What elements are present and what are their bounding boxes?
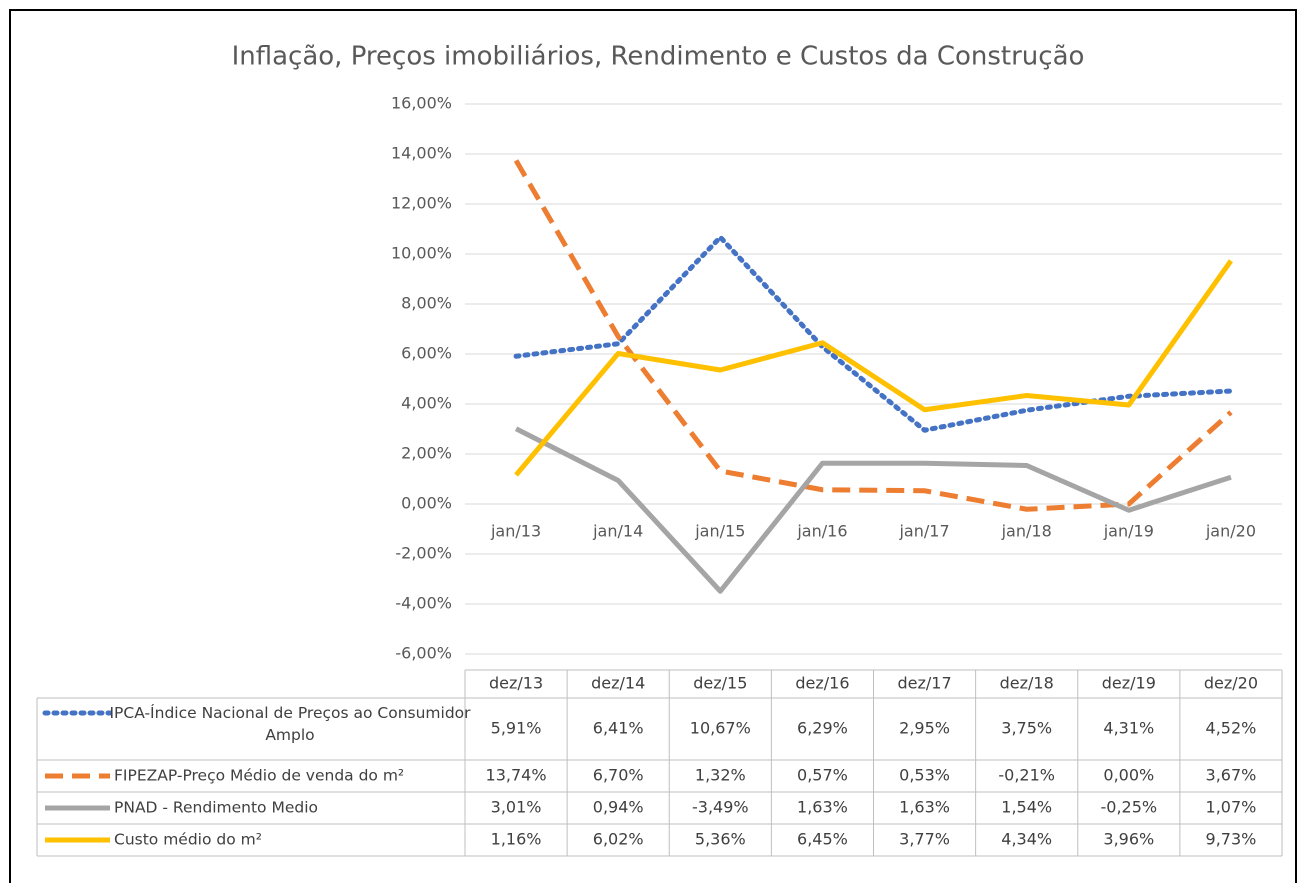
series-line xyxy=(513,159,1233,512)
table-header: dez/20 xyxy=(1204,674,1258,693)
table-value: 4,31% xyxy=(1103,719,1154,738)
table-value: 0,00% xyxy=(1103,766,1154,785)
table-value: 3,96% xyxy=(1103,830,1154,849)
legend-label: Custo médio do m² xyxy=(114,831,262,849)
x-tick-label: jan/16 xyxy=(796,522,847,541)
legend-label-box: IPCA-Índice Nacional de Preços ao Consum… xyxy=(109,704,471,744)
y-tick-label: 10,00% xyxy=(391,244,452,263)
table-value: 3,75% xyxy=(1001,719,1052,738)
table-value: 1,32% xyxy=(695,766,746,785)
table-value: 1,16% xyxy=(491,830,542,849)
table-value: 6,41% xyxy=(593,719,644,738)
y-tick-label: -4,00% xyxy=(395,594,452,613)
x-tick-label: jan/13 xyxy=(490,522,541,541)
table-header: dez/13 xyxy=(489,674,543,693)
table-value: 0,57% xyxy=(797,766,848,785)
table-value: -0,21% xyxy=(998,766,1055,785)
table-value: 6,70% xyxy=(593,766,644,785)
x-tick-label: jan/17 xyxy=(898,522,949,541)
table-value: 6,45% xyxy=(797,830,848,849)
y-tick-label: 16,00% xyxy=(391,94,452,113)
table-value: 0,94% xyxy=(593,798,644,817)
table-value: 2,95% xyxy=(899,719,950,738)
series-line xyxy=(514,426,1232,594)
table-value: 3,77% xyxy=(899,830,950,849)
x-tick-label: jan/14 xyxy=(592,522,643,541)
y-tick-label: 8,00% xyxy=(401,294,452,313)
table-value: 6,02% xyxy=(593,830,644,849)
table-header: dez/15 xyxy=(693,674,747,693)
table-header: dez/18 xyxy=(1000,674,1054,693)
table-header: dez/14 xyxy=(591,674,645,693)
chart-title: Inflação, Preços imobiliários, Rendiment… xyxy=(232,42,1085,72)
table-value: -3,49% xyxy=(692,798,749,817)
table-value: 3,01% xyxy=(491,798,542,817)
y-tick-label: 14,00% xyxy=(391,144,452,163)
y-tick-label: 4,00% xyxy=(401,394,452,413)
y-tick-label: 12,00% xyxy=(391,194,452,213)
table-value: 0,53% xyxy=(899,766,950,785)
series-line xyxy=(514,259,1233,477)
table-value: 6,29% xyxy=(797,719,848,738)
table-value: 9,73% xyxy=(1206,830,1257,849)
table-value: 1,54% xyxy=(1001,798,1052,817)
x-tick-label: jan/19 xyxy=(1103,522,1154,541)
table-value: 5,91% xyxy=(491,719,542,738)
x-tick-label: jan/15 xyxy=(694,522,745,541)
legend-label: IPCA-Índice Nacional de Preços ao Consum… xyxy=(109,704,471,744)
y-tick-label: -2,00% xyxy=(395,544,452,563)
table-value: 4,34% xyxy=(1001,830,1052,849)
table-value: 10,67% xyxy=(690,719,751,738)
table-value: 4,52% xyxy=(1206,719,1257,738)
table-header: dez/19 xyxy=(1102,674,1156,693)
y-tick-label: -6,00% xyxy=(395,644,452,663)
table-value: 1,63% xyxy=(899,798,950,817)
table-value: 5,36% xyxy=(695,830,746,849)
y-tick-label: 2,00% xyxy=(401,444,452,463)
chart-frame xyxy=(9,9,1297,883)
series-line xyxy=(513,234,1234,433)
x-tick-label: jan/18 xyxy=(1001,522,1052,541)
y-tick-label: 6,00% xyxy=(401,344,452,363)
table-value: 1,07% xyxy=(1206,798,1257,817)
y-tick-label: 0,00% xyxy=(401,494,452,513)
table-value: 13,74% xyxy=(486,766,547,785)
legend-label: PNAD - Rendimento Medio xyxy=(114,799,318,817)
x-tick-label: jan/20 xyxy=(1205,522,1256,541)
table-header: dez/16 xyxy=(795,674,849,693)
legend-label: FIPEZAP-Preço Médio de venda do m² xyxy=(114,767,404,785)
table-value: 3,67% xyxy=(1206,766,1257,785)
table-value: 1,63% xyxy=(797,798,848,817)
table-value: -0,25% xyxy=(1101,798,1158,817)
table-header: dez/17 xyxy=(897,674,951,693)
